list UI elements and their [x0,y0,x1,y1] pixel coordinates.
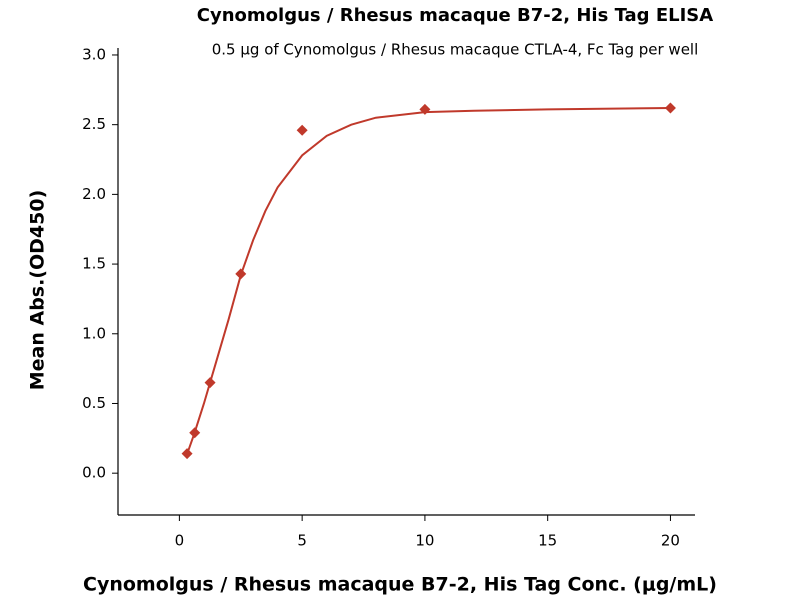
x-tick-label: 15 [538,532,557,550]
data-point [296,124,308,136]
x-tick-label: 0 [175,532,185,550]
x-axis-label: Cynomolgus / Rhesus macaque B7-2, His Ta… [83,574,717,596]
y-axis-label: Mean Abs.(OD450) [27,190,49,391]
y-tick-label: 0.0 [82,464,106,482]
x-tick-label: 10 [415,532,434,550]
y-tick-label: 3.0 [82,45,106,63]
y-tick-label: 1.5 [82,255,106,273]
x-tick-label: 5 [297,532,307,550]
y-tick-label: 2.0 [82,185,106,203]
y-tick-label: 1.0 [82,324,106,342]
fit-curve [185,106,671,456]
y-tick-label: 0.5 [82,394,106,412]
chart-title: Cynomolgus / Rhesus macaque B7-2, His Ta… [197,5,713,26]
x-tick-label: 20 [661,532,680,550]
y-tick-label: 2.5 [82,115,106,133]
chart-subtitle: 0.5 μg of Cynomolgus / Rhesus macaque CT… [212,41,699,59]
